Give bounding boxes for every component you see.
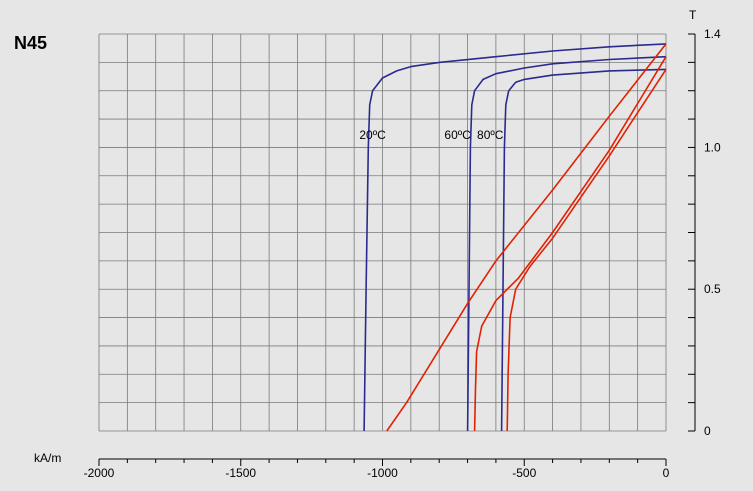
intrinsic-curve xyxy=(363,43,667,432)
intrinsic-curve xyxy=(466,55,667,432)
grid-lines xyxy=(98,33,667,432)
x-tick-label: -1000 xyxy=(367,466,398,480)
temperature-label: 20ºC xyxy=(359,128,386,142)
intrinsic-curve xyxy=(500,68,667,432)
x-tick-label: -2000 xyxy=(84,466,115,480)
normal-curve xyxy=(506,68,667,432)
y-tick-label: 1.0 xyxy=(704,140,721,154)
x-tick-label: 0 xyxy=(663,466,670,480)
y-tick-label: 0 xyxy=(704,424,711,438)
x-axis-unit-label: kA/m xyxy=(34,451,61,465)
temperature-label: 60ºC xyxy=(444,128,471,142)
y-tick-label: 1.4 xyxy=(704,27,721,41)
temperature-annotations: 20ºC 60ºC 80ºC xyxy=(359,128,503,142)
y-axis-unit-label: T xyxy=(689,8,697,22)
temperature-label: 80ºC xyxy=(477,128,504,142)
axes: -2000 -1500 -1000 -500 0 0 0.5 1.0 1.4 xyxy=(84,27,721,480)
normal-curve xyxy=(386,43,667,432)
x-tick-label: -500 xyxy=(512,466,536,480)
x-tick-label: -1500 xyxy=(225,466,256,480)
series-layer xyxy=(363,43,667,432)
y-tick-label: 0.5 xyxy=(704,282,721,296)
chart-title: N45 xyxy=(14,33,47,53)
normal-curve xyxy=(473,56,667,432)
